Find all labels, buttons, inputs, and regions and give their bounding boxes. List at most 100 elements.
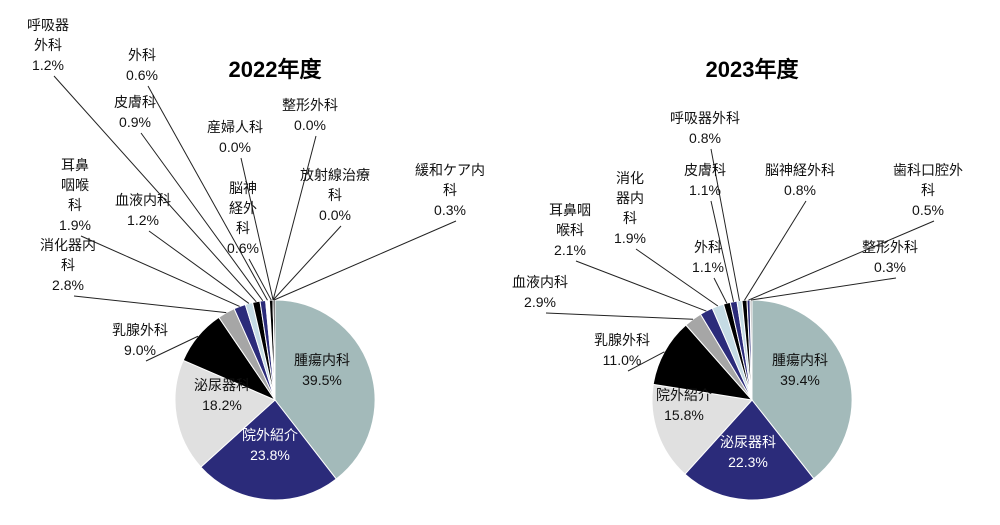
value-label: 1.1%	[692, 259, 724, 275]
slice-label: 腫瘍内科 39.5%	[294, 350, 350, 390]
slice-label: 脳神経外科 0.6%	[227, 178, 259, 258]
category-label: 脳神経外科	[228, 180, 257, 236]
value-label: 15.8%	[664, 407, 704, 423]
category-label: 泌尿器科	[720, 434, 776, 450]
leader-line	[145, 335, 199, 362]
slice-label: 外科 0.6%	[126, 45, 158, 85]
slice-label: 皮膚科 0.9%	[114, 92, 156, 132]
value-label: 0.0%	[219, 139, 251, 155]
leader-line	[744, 200, 807, 301]
leader-line	[80, 235, 240, 307]
slice-label: 整形外科 0.3%	[862, 237, 918, 277]
category-label: 耳鼻咽喉科	[60, 157, 89, 213]
slice-label: 乳腺外科 11.0%	[587, 330, 657, 370]
slice-label: 血液内科 1.2%	[115, 190, 171, 230]
value-label: 39.5%	[302, 372, 342, 388]
category-label: 血液内科	[115, 192, 171, 208]
pie-slice	[651, 383, 753, 475]
value-label: 1.2%	[32, 57, 64, 73]
value-label: 0.6%	[126, 67, 158, 83]
value-label: 0.0%	[319, 207, 351, 223]
value-label: 9.0%	[124, 342, 156, 358]
value-label: 0.8%	[689, 130, 721, 146]
slice-label: 耳鼻咽喉科 2.1%	[549, 200, 591, 260]
value-label: 2.9%	[524, 294, 556, 310]
leader-line	[248, 258, 272, 301]
slice-label: 院外紹介 23.8%	[242, 425, 298, 465]
category-label: 乳腺外科	[112, 322, 168, 338]
category-label: 放射線治療科	[300, 167, 370, 203]
leader-line	[575, 260, 707, 312]
category-label: 皮膚科	[114, 94, 156, 110]
leader-line	[148, 230, 250, 304]
value-label: 0.5%	[912, 202, 944, 218]
slice-label: 呼吸器外科 0.8%	[670, 108, 740, 148]
leader-line	[240, 157, 274, 301]
leader-line	[273, 220, 457, 301]
value-label: 1.9%	[59, 217, 91, 233]
pie-slice	[174, 359, 276, 468]
category-label: 脳神経外科	[765, 162, 835, 178]
category-label: 乳腺外科	[594, 332, 650, 348]
leader-line	[147, 85, 268, 301]
value-label: 0.3%	[434, 202, 466, 218]
value-label: 0.3%	[874, 259, 906, 275]
value-label: 1.1%	[689, 182, 721, 198]
category-label: 院外紹介	[242, 427, 298, 443]
value-label: 0.0%	[294, 117, 326, 133]
pie-slice	[200, 399, 337, 501]
category-label: 皮膚科	[684, 162, 726, 178]
slice-label: 外科 1.1%	[692, 237, 724, 277]
slice-label: 乳腺外科 9.0%	[105, 320, 175, 360]
value-label: 0.8%	[784, 182, 816, 198]
category-label: 外科	[127, 47, 156, 63]
slice-label: 皮膚科 1.1%	[684, 160, 726, 200]
category-label: 整形外科	[282, 97, 338, 113]
category-label: 腫瘍内科	[294, 352, 350, 368]
slice-label: 消化器内科 2.8%	[40, 235, 96, 295]
value-label: 18.2%	[202, 397, 242, 413]
value-label: 23.8%	[250, 447, 290, 463]
value-label: 2.8%	[52, 277, 84, 293]
slice-label: 泌尿器科 22.3%	[720, 432, 776, 472]
leader-line	[272, 225, 342, 301]
leader-line	[750, 277, 897, 301]
slice-label: 歯科口腔外科 0.5%	[893, 160, 963, 220]
leader-line	[272, 135, 317, 301]
pie-slice	[652, 324, 754, 401]
leader-line	[635, 248, 719, 307]
pie-slice	[751, 299, 853, 480]
value-label: 2.1%	[554, 242, 586, 258]
leader-line	[713, 277, 728, 304]
category-label: 整形外科	[862, 239, 918, 255]
slice-label: 呼吸器外科 1.2%	[27, 15, 69, 75]
leader-line	[748, 220, 935, 301]
value-label: 1.9%	[614, 230, 646, 246]
leader-line	[710, 200, 735, 302]
category-label: 緩和ケア内科	[415, 162, 485, 198]
category-label: 消化器内科	[615, 170, 644, 226]
slice-label: 耳鼻咽喉科 1.9%	[59, 155, 91, 235]
category-label: 院外紹介	[656, 387, 712, 403]
pie-slice	[274, 299, 376, 480]
category-label: 血液内科	[512, 274, 568, 290]
value-label: 1.2%	[127, 212, 159, 228]
value-label: 11.0%	[602, 352, 642, 368]
slice-label: 泌尿器科 18.2%	[194, 375, 250, 415]
leader-line	[53, 75, 257, 303]
category-label: 産婦人科	[207, 119, 263, 135]
slice-label: 消化器内科 1.9%	[614, 168, 646, 248]
slice-label: 緩和ケア内科 0.3%	[415, 160, 485, 220]
category-label: 外科	[693, 239, 722, 255]
category-label: 呼吸器外科	[670, 110, 740, 126]
slice-label: 血液内科 2.9%	[512, 272, 568, 312]
leader-line	[710, 148, 740, 301]
value-label: 22.3%	[728, 454, 768, 470]
chart-title: 2023年度	[705, 57, 799, 82]
leader-line	[545, 312, 693, 320]
slice-label: 放射線治療科 0.0%	[300, 165, 370, 225]
category-label: 腫瘍内科	[772, 352, 828, 368]
slice-label: 産婦人科 0.0%	[207, 117, 263, 157]
pie-slice	[684, 399, 815, 501]
